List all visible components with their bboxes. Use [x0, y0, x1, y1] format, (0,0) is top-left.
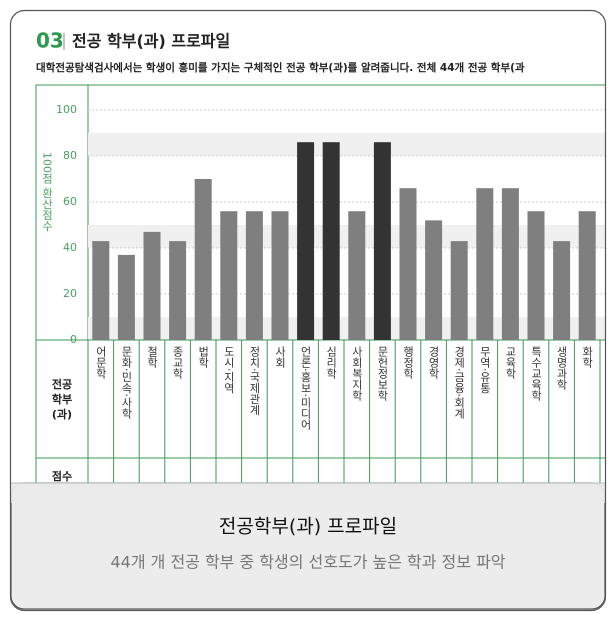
bar [501, 188, 519, 340]
x-tick-label: 법학 [197, 346, 210, 368]
bar [578, 211, 596, 340]
x-tick-label: 어문학 [94, 346, 107, 379]
overlay-title: 전공학부(과) 프로파일 [219, 516, 397, 538]
x-tick-label: 언론·홍보·미디어 [299, 346, 312, 431]
bar [476, 188, 494, 340]
bar [220, 211, 238, 340]
bar [373, 142, 391, 340]
x-tick-label: 무역·유통 [478, 346, 491, 394]
x-tick-label: 행정학 [402, 346, 415, 379]
bar [527, 211, 545, 340]
bar [425, 220, 443, 340]
x-tick-label: 사회 [274, 346, 287, 369]
bar [322, 142, 340, 340]
x-tick-label: 경영학 [427, 346, 440, 379]
x-tick-label: 교육학 [504, 346, 517, 379]
y-tick-label: 100 [56, 103, 77, 116]
x-tick-label: 문화·민속·사학 [120, 346, 133, 419]
bar [348, 211, 366, 340]
x-tick-label: 화학 [581, 346, 594, 368]
x-tick-label: 특수교육학 [530, 346, 543, 401]
overlay-top [11, 483, 605, 503]
y-tick-label: 60 [63, 195, 77, 208]
grid-band [88, 133, 605, 156]
bar [143, 231, 161, 340]
x-tick-label: 철학 [146, 346, 159, 368]
row-label: 전공 학부 (과) [52, 377, 72, 421]
grid-band [88, 225, 605, 248]
bar [169, 241, 187, 340]
x-tick-label: 생명과학 [555, 346, 568, 390]
bar [92, 241, 110, 340]
y-tick-label: 40 [63, 241, 77, 254]
bar [117, 254, 135, 340]
x-tick-label: 종교학 [171, 346, 184, 379]
y-tick-label: 80 [63, 149, 77, 162]
section-number: 03 [36, 29, 64, 53]
grid-band [88, 317, 605, 340]
x-tick-label: 도시·지역 [222, 346, 235, 394]
description: 대학전공탐색검사에서는 학생이 흥미를 가지는 구체적인 전공 학부(과)를 알… [36, 61, 525, 74]
bar [297, 142, 315, 340]
bar [450, 241, 468, 340]
x-tick-label: 사회복지학 [350, 346, 363, 401]
y-axis-label: 100점 환산점수 [41, 152, 54, 232]
section-title: 전공 학부(과) 프로파일 [72, 32, 230, 51]
content: 03 전공 학부(과) 프로파일 대학전공탐색검사에서는 학생이 흥미를 가지는… [35, 29, 605, 486]
bar [271, 211, 289, 340]
bar [399, 188, 417, 340]
bar [194, 179, 212, 340]
x-tick-label: 문헌정보학 [376, 346, 389, 401]
x-tick-label: 정치·국제관계 [248, 346, 261, 416]
overlay-subtitle: 44개 개 전공 학부 중 학생의 선호도가 높은 학과 정보 파악 [110, 553, 505, 572]
bar [553, 241, 571, 340]
y-tick-label: 20 [63, 287, 77, 300]
x-tick-label: 경제·금융·회계 [453, 346, 466, 420]
x-tick-label: 심리학 [325, 346, 338, 379]
bar [245, 211, 263, 340]
card-border [9, 9, 607, 612]
score-label: 점수 [52, 469, 72, 483]
